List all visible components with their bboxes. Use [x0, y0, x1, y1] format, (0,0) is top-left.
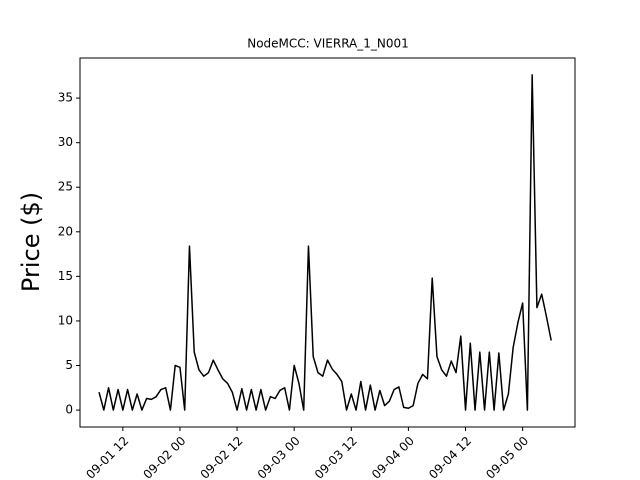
y-axis-label: Price ($) — [17, 192, 45, 292]
y-tick-label: 5 — [65, 358, 73, 372]
y-tick-label: 30 — [58, 135, 73, 149]
x-tick-label: 09-04 12 — [426, 434, 474, 480]
plot-frame — [79, 57, 576, 428]
y-tick-label: 35 — [58, 91, 73, 105]
x-tick-label: 09-02 12 — [198, 434, 246, 480]
x-tick-label: 09-02 00 — [140, 434, 188, 480]
price-line — [98, 74, 552, 411]
y-tick-label: 25 — [58, 180, 73, 194]
x-tick-label: 09-03 12 — [312, 434, 360, 480]
y-tick-label: 10 — [58, 313, 73, 327]
chart-title: NodeMCC: VIERRA_1_N001 — [247, 37, 409, 51]
y-tick-label: 15 — [58, 269, 73, 283]
x-tick-label: 09-05 00 — [483, 434, 531, 480]
x-tick-label: 09-04 00 — [369, 434, 417, 480]
x-tick-label: 09-03 00 — [255, 434, 303, 480]
x-tick-label: 09-01 12 — [83, 434, 131, 480]
y-tick-label: 0 — [65, 403, 73, 417]
y-tick-label: 20 — [58, 224, 73, 238]
